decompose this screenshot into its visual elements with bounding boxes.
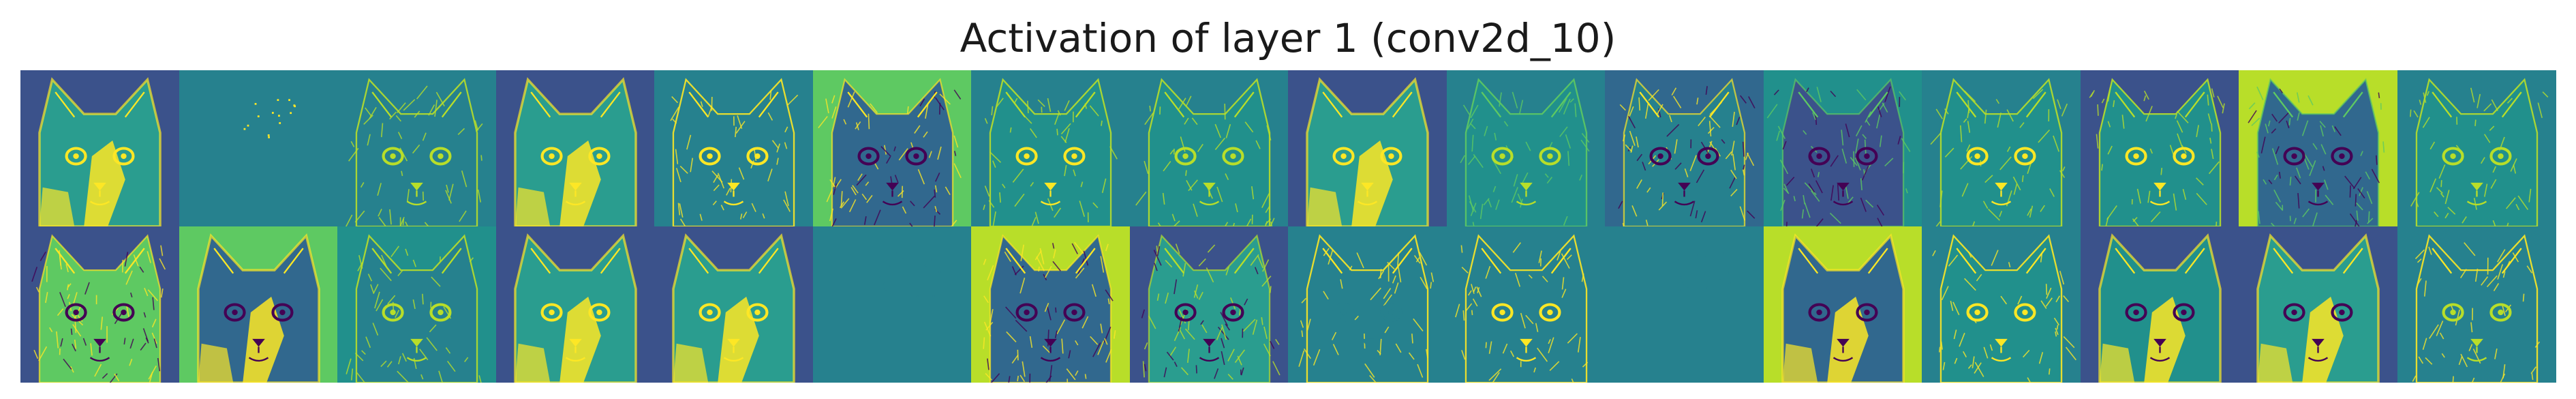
cat-activation-image [2239,70,2397,226]
cat-activation-image [1129,70,1289,226]
feature-map-tile [2239,226,2397,383]
feature-map-tile [337,226,496,383]
feature-map-tile [1763,70,1922,226]
cat-activation-image [1446,226,1606,383]
feature-map-tile [1605,70,1764,226]
cat-activation-image [654,226,813,383]
feature-map-tile [1922,70,2081,226]
cat-activation-image [1922,70,2081,226]
cat-activation-image [2397,226,2556,383]
cat-activation-image [1129,226,1289,383]
cat-activation-image [179,226,338,383]
feature-map-tile [654,70,813,226]
feature-map-tile [495,70,655,226]
cat-activation-image [1763,226,1922,383]
feature-map-tile [2080,70,2239,226]
feature-map-tile [2397,70,2556,226]
cat-activation-image [812,70,972,226]
feature-map-tile [179,226,338,383]
activation-grid [20,70,2556,383]
cat-activation-image [1446,70,1606,226]
feature-map-tile [971,70,1130,226]
feature-map-tile [812,226,972,383]
feature-map-tile [20,70,179,226]
feature-map-tile [179,70,338,226]
cat-activation-image [179,70,338,226]
feature-map-tile [1922,226,2081,383]
cat-activation-image [971,70,1130,226]
feature-map-tile [495,226,655,383]
cat-activation-image [337,70,496,226]
cat-activation-image [337,226,496,383]
feature-map-tile [1446,226,1606,383]
cat-activation-image [1605,226,1764,383]
feature-map-tile [812,70,972,226]
feature-map-tile [971,226,1130,383]
feature-map-tile [2080,226,2239,383]
cat-activation-image [2239,226,2397,383]
cat-activation-image [495,226,655,383]
feature-map-tile [1605,226,1764,383]
feature-map-tile [1446,70,1606,226]
feature-map-tile [2397,226,2556,383]
feature-map-tile [1129,70,1289,226]
cat-activation-image [2080,226,2239,383]
cat-activation-image [1763,70,1922,226]
cat-activation-image [495,70,655,226]
feature-map-tile [2239,70,2397,226]
cat-activation-image [1288,226,1447,383]
feature-map-tile [1288,226,1447,383]
cat-activation-image [20,226,179,383]
feature-map-tile [20,226,179,383]
feature-map-tile [1763,226,1922,383]
cat-activation-image [971,226,1130,383]
feature-map-tile [1288,70,1447,226]
cat-activation-image [1605,70,1764,226]
cat-activation-image [1288,70,1447,226]
cat-activation-image [654,70,813,226]
figure-title: Activation of layer 1 (conv2d_10) [960,15,1616,61]
cat-activation-image [812,226,972,383]
feature-map-tile [654,226,813,383]
feature-map-tile [1129,226,1289,383]
cat-activation-image [2080,70,2239,226]
cat-activation-image [2397,70,2556,226]
feature-map-tile [337,70,496,226]
cat-activation-image [20,70,179,226]
cat-activation-image [1922,226,2081,383]
